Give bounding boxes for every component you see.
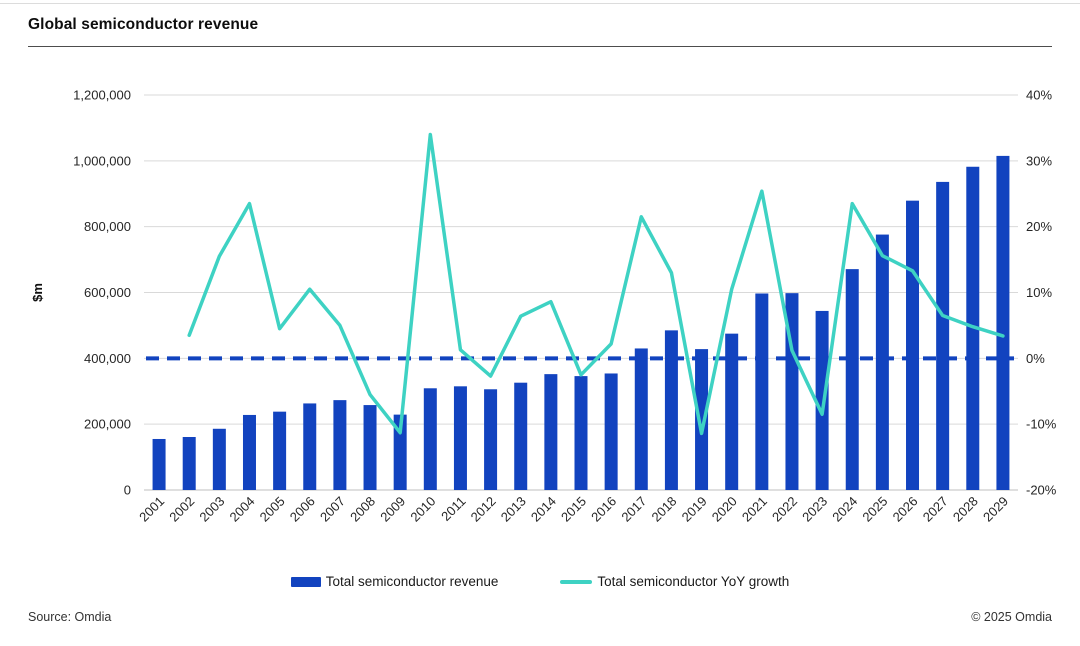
x-axis-year-label: 2009 <box>377 494 408 525</box>
legend-item-growth: Total semiconductor YoY growth <box>560 574 789 589</box>
right-axis-tick-label: -10% <box>1026 417 1057 432</box>
x-axis-year-label: 2012 <box>468 494 499 525</box>
x-axis-year-label: 2026 <box>890 494 921 525</box>
right-axis-tick-label: 30% <box>1026 153 1052 168</box>
y-axis-tick-label: 1,000,000 <box>73 153 131 168</box>
x-axis-year-label: 2025 <box>859 494 890 525</box>
growth-line <box>187 132 1005 436</box>
revenue-bar-2013 <box>514 382 528 490</box>
revenue-bar-2006 <box>303 403 317 490</box>
x-axis-year-label: 2008 <box>347 494 378 525</box>
x-axis-year-label: 2001 <box>136 494 167 525</box>
revenue-bar-2010 <box>423 388 437 490</box>
y-axis-tick-label: 1,200,000 <box>73 88 131 103</box>
chart-legend: Total semiconductor revenue Total semico… <box>0 574 1080 589</box>
revenue-bar-2020 <box>725 333 739 490</box>
revenue-bar-2024 <box>845 269 859 490</box>
growth-legend-swatch <box>560 579 593 584</box>
x-axis-year-label: 2002 <box>166 494 197 525</box>
revenue-bar-2004 <box>242 414 256 490</box>
right-axis-tick-label: 40% <box>1026 88 1052 103</box>
revenue-bar-2008 <box>363 405 377 490</box>
revenue-bar-2011 <box>453 386 467 490</box>
chart-title: Global semiconductor revenue <box>28 16 259 33</box>
revenue-bar-2005 <box>273 411 287 490</box>
revenue-bar-2023 <box>815 310 829 490</box>
revenue-bar-2025 <box>875 234 889 490</box>
right-axis-tick-label: 0% <box>1026 351 1045 366</box>
revenue-bar-2001 <box>152 438 166 490</box>
revenue-bar-2021 <box>755 293 769 490</box>
revenue-bar-2012 <box>484 389 498 490</box>
x-axis-year-label: 2023 <box>799 494 830 525</box>
revenue-bar-2009 <box>393 414 407 490</box>
x-axis-year-label: 2013 <box>498 494 529 525</box>
x-axis-year-label: 2016 <box>588 494 619 525</box>
x-axis-year-label: 2017 <box>618 494 649 525</box>
revenue-legend-label: Total semiconductor revenue <box>325 574 499 589</box>
revenue-bar-2002 <box>182 437 196 490</box>
y-axis-title: $m <box>30 283 45 302</box>
revenue-bar-2029 <box>996 155 1010 491</box>
x-axis-year-label: 2006 <box>287 494 318 525</box>
revenue-bar-2026 <box>906 200 920 490</box>
source-text: Source: Omdia <box>28 610 112 624</box>
x-axis-year-label: 2014 <box>528 494 559 525</box>
y-axis-tick-label: 0 <box>124 483 131 498</box>
revenue-bar-2015 <box>574 376 588 490</box>
x-axis-year-label: 2029 <box>980 494 1011 525</box>
title-divider <box>28 46 1052 47</box>
x-axis-year-label: 2018 <box>648 494 679 525</box>
legend-item-revenue: Total semiconductor revenue <box>290 574 499 589</box>
x-axis-year-label: 2005 <box>257 494 288 525</box>
x-axis-year-label: 2027 <box>920 494 951 525</box>
x-axis-year-label: 2022 <box>769 494 800 525</box>
copyright-text: © 2025 Omdia <box>971 610 1052 624</box>
revenue-bar-2003 <box>212 428 226 490</box>
x-axis-year-label: 2028 <box>950 494 981 525</box>
x-axis-year-label: 2019 <box>679 494 710 525</box>
growth-legend-label: Total semiconductor YoY growth <box>597 574 790 589</box>
revenue-bar-2027 <box>936 181 950 490</box>
x-axis-year-label: 2003 <box>196 494 227 525</box>
x-axis-year-label: 2024 <box>829 494 860 525</box>
right-axis-tick-label: -20% <box>1026 483 1057 498</box>
revenue-bar-2018 <box>664 330 678 490</box>
x-axis-year-label: 2021 <box>739 494 770 525</box>
right-axis-tick-label: 10% <box>1026 285 1052 300</box>
revenue-bar-2017 <box>634 348 648 490</box>
revenue-legend-swatch <box>290 576 321 587</box>
top-divider <box>0 3 1080 4</box>
x-axis-year-label: 2015 <box>558 494 589 525</box>
revenue-bar-2016 <box>604 373 618 490</box>
revenue-bar-2007 <box>333 400 347 490</box>
chart-footer: Source: Omdia © 2025 Omdia <box>28 610 1052 624</box>
x-axis-year-label: 2004 <box>227 494 258 525</box>
y-axis-tick-label: 400,000 <box>84 351 131 366</box>
y-axis-tick-label: 200,000 <box>84 417 131 432</box>
x-axis-year-label: 2007 <box>317 494 348 525</box>
y-axis-tick-label: 600,000 <box>84 285 131 300</box>
x-axis-year-label: 2011 <box>438 494 468 524</box>
revenue-bar-2019 <box>695 349 709 490</box>
right-axis-tick-label: 20% <box>1026 219 1052 234</box>
revenue-bar-2014 <box>544 374 558 490</box>
x-axis-year-label: 2010 <box>407 494 438 525</box>
x-axis-year-label: 2020 <box>709 494 740 525</box>
y-axis-tick-label: 800,000 <box>84 219 131 234</box>
